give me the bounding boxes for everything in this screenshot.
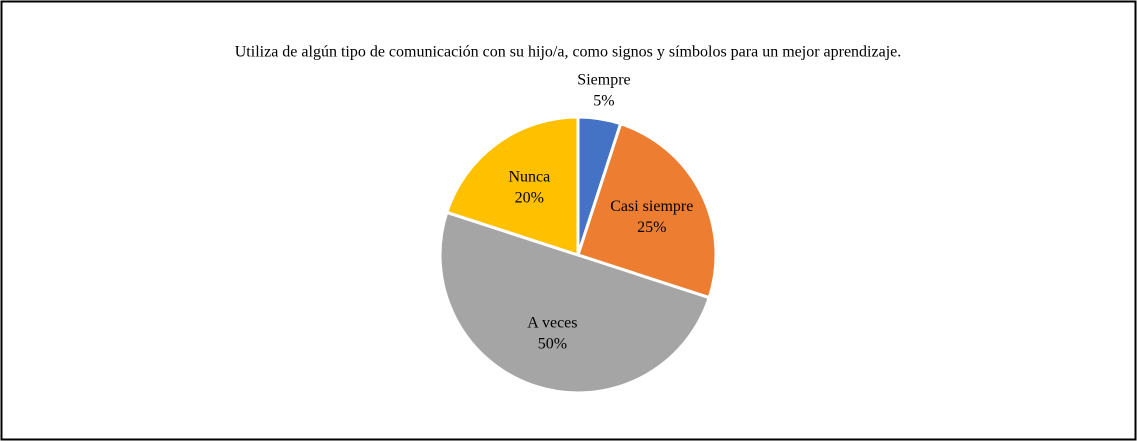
data-label-value: 50%	[538, 335, 567, 352]
data-label-name: A veces	[527, 314, 577, 331]
data-label-name: Casi siempre	[610, 198, 693, 215]
data-label-value: 25%	[637, 219, 666, 236]
data-label-name: Siempre	[577, 72, 630, 89]
data-label-name: Nunca	[508, 169, 550, 186]
pie-slice	[438, 210, 712, 395]
pie-slice	[444, 115, 580, 258]
chart-title: Utiliza de algún tipo de comunicación co…	[235, 44, 902, 61]
pie-slice	[576, 121, 718, 300]
data-label-value: 5%	[593, 93, 614, 110]
data-label-value: 20%	[515, 190, 544, 207]
